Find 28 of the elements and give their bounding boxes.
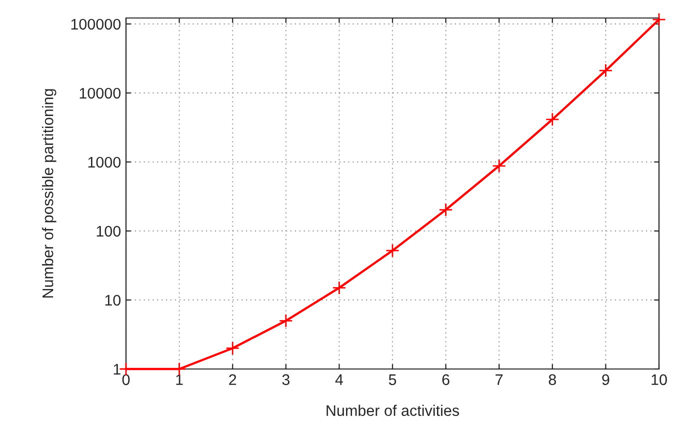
y-axis-title: Number of possible partitioning: [42, 89, 56, 298]
x-tick-label: 8: [548, 374, 556, 386]
x-tick-label: 6: [442, 374, 450, 386]
x-tick-label: 2: [229, 374, 236, 385]
point: [226, 341, 240, 356]
point: [386, 244, 400, 258]
x-tick-label: 1: [176, 374, 183, 385]
y-tick-label: 10000: [80, 88, 121, 99]
x-tick-label: 0: [122, 374, 130, 386]
point: [438, 202, 453, 217]
x-tick-label: 3: [282, 374, 290, 386]
x-tick-label: 9: [602, 374, 610, 386]
x-tick-label: 5: [388, 374, 396, 386]
point: [278, 314, 293, 328]
x-axis-title: Number of activities: [326, 404, 460, 416]
x-tick-label: 4: [335, 374, 343, 385]
point: [332, 280, 346, 295]
y-tick-label: 1000: [88, 156, 121, 168]
y-tick-label: 1: [114, 364, 120, 375]
point: [545, 112, 560, 126]
x-tick-label: 10: [652, 374, 667, 386]
point: [652, 12, 666, 26]
y-tick-label: 100: [96, 226, 121, 237]
x-tick-label: 7: [496, 374, 503, 385]
y-tick-label: 10: [105, 294, 121, 306]
point: [492, 158, 506, 173]
point: [598, 64, 613, 78]
y-tick-label: 100000: [71, 18, 121, 30]
